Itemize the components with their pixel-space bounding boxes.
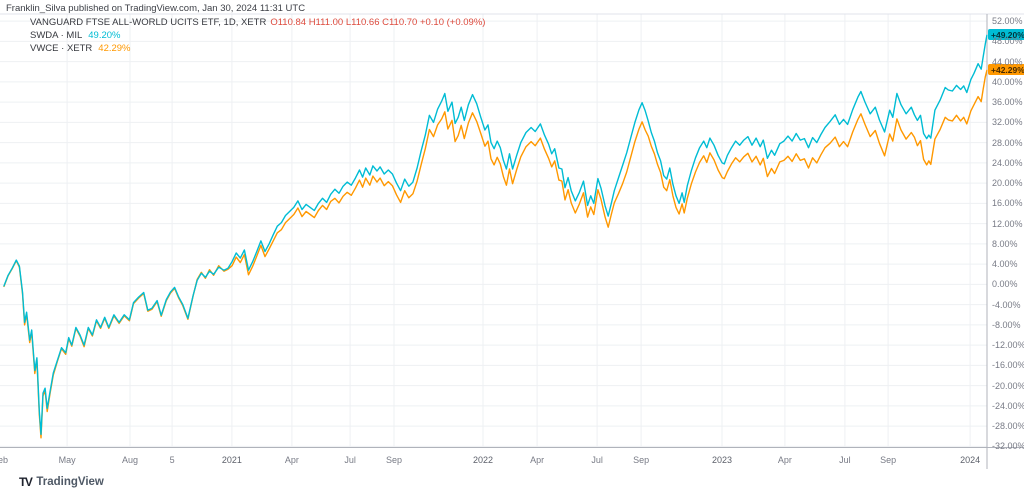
time-axis-label: Jul [839,455,851,465]
time-axis-label: eb [0,455,9,465]
swda-line [3,34,988,435]
price-axis-label: -12.00% [992,340,1024,351]
ohlc-values: O110.84 H111.00 L110.66 C110.70 +0.10 (+… [270,17,486,28]
time-axis-label: 2024 [960,455,981,465]
publish-credit: Franklin_Silva published on TradingView.… [6,3,306,14]
price-axis-label: 4.00% [992,259,1018,270]
price-axis-label: 0.00% [992,279,1018,290]
time-axis-label: 2021 [221,455,242,465]
time-axis-label: Jul [344,455,356,465]
vwce-line [3,69,988,439]
legend-title-row[interactable]: VANGUARD FTSE ALL-WORLD UCITS ETF, 1D, X… [30,16,485,29]
price-axis-label: 36.00% [992,97,1023,108]
price-label-vwce: +42.29% [988,63,1024,76]
time-axis-label: 2023 [711,455,733,465]
tradingview-logo[interactable]: TV TradingView [19,475,104,489]
price-axis-label: -20.00% [992,380,1024,391]
price-axis-label: -32.00% [992,441,1024,452]
time-axis-label: Apr [530,455,545,465]
time-axis-label: Apr [284,455,299,465]
price-axis-label: 8.00% [992,238,1018,249]
price-axis-label: -16.00% [992,360,1024,371]
series-symbol: VWCE · XETR [30,43,93,54]
chart-legend: VANGUARD FTSE ALL-WORLD UCITS ETF, 1D, X… [30,16,485,55]
price-axis-label: 40.00% [992,76,1023,87]
time-axis-label: Jul [591,455,603,465]
tradingview-wordmark: TradingView [36,476,104,488]
price-axis-label: -4.00% [992,299,1021,310]
price-axis[interactable]: 52.00% 48.00% 44.00% 40.00% 36.00% 32.00% 28.0… [987,14,1024,452]
series-symbol: SWDA · MIL [30,30,83,41]
legend-series-swda[interactable]: SWDA · MIL 49.20% [30,29,485,42]
tradingview-mark-icon: TV [19,475,33,489]
symbol-title: VANGUARD FTSE ALL-WORLD UCITS ETF, 1D, X… [30,17,267,28]
price-axis-label: 32.00% [992,117,1023,128]
time-axis-label: Sep [633,455,650,465]
time-axis-label: Aug [121,455,139,465]
time-axis-label: Sep [880,455,897,465]
time-axis-label: Sep [385,455,403,465]
series-value: 49.20% [88,30,121,41]
price-axis-label: 44.00% [992,56,1023,67]
time-axis-label: Apr [777,455,792,465]
price-axis-label: -24.00% [992,400,1024,411]
price-axis-label: 48.00% [992,36,1023,47]
price-axis-label: -8.00% [992,319,1021,330]
price-axis-label: 24.00% [992,157,1023,168]
time-axis[interactable]: eb May Aug 5 2021 Apr Jul Sep 2022 Apr Jul Sep 2023 A… [0,448,987,470]
gridlines [0,14,987,448]
price-axis-label: 52.00% [992,16,1023,27]
price-axis-label: 28.00% [992,137,1023,148]
legend-series-vwce[interactable]: VWCE · XETR 42.29% [30,42,485,55]
price-axis-label: 12.00% [992,218,1023,229]
price-axis-label: -28.00% [992,421,1024,432]
price-axis-label: 16.00% [992,198,1023,209]
price-label-swda: +49.20% [988,28,1024,41]
time-axis-label: 5 [169,455,175,465]
price-axis-label: 20.00% [992,178,1023,189]
time-axis-label: 2022 [472,455,494,465]
series-value: 42.29% [98,43,131,54]
time-axis-label: May [58,455,76,465]
